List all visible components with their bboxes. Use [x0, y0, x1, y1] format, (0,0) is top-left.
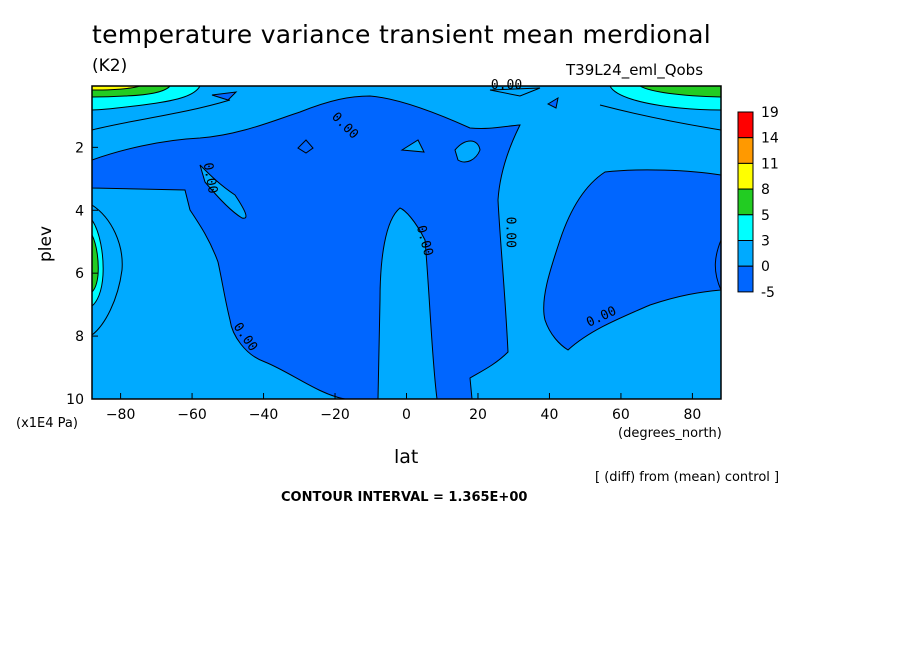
x-tick-label: −40 [249, 407, 279, 423]
fill-neg-island3 [211, 91, 238, 101]
x-axis-units: (degrees_north) [618, 426, 722, 441]
colorbar-swatch [737, 188, 754, 216]
colorbar-label: 19 [761, 105, 779, 121]
x-tick-label: −80 [106, 407, 136, 423]
fill-neg-island2 [546, 96, 559, 109]
x-tick-label: −20 [320, 407, 350, 423]
diff-note: [ (diff) from (mean) control ] [595, 470, 780, 485]
contour-label: 0.00 [200, 161, 220, 194]
chart-title: temperature variance transient mean merd… [92, 20, 711, 49]
x-tick-label: −60 [177, 407, 207, 423]
colorbar-swatch [737, 137, 754, 164]
contour-label: 0.00 [503, 217, 518, 248]
colorbar-swatch [737, 240, 754, 267]
colorbar-label: 11 [761, 156, 779, 172]
colorbar-label: 3 [761, 234, 770, 250]
run-label: T39L24_eml_Qobs [566, 61, 704, 79]
fill-neg-right [543, 169, 721, 351]
contour-interval: CONTOUR INTERVAL = 1.365E+00 [281, 490, 528, 505]
x-tick-label: 40 [541, 407, 559, 423]
colorbar-label: 8 [761, 182, 770, 198]
colorbar-swatch [737, 162, 754, 190]
y-tick-label: 2 [75, 140, 84, 156]
colorbar-label: 0 [761, 259, 770, 275]
y-tick-label: 6 [75, 266, 84, 282]
colorbar-swatch [737, 265, 754, 293]
fill-pocket-left [199, 164, 247, 219]
fill-pocket-c [489, 87, 541, 97]
fill-neg-main [92, 95, 521, 399]
y-tick-label: 10 [66, 392, 84, 408]
colorbar-label: 14 [761, 131, 779, 147]
fill-pos-left-inner [92, 234, 99, 293]
x-tick-label: 0 [402, 407, 411, 423]
colorbar-swatch [737, 111, 754, 139]
x-tick-label: 60 [612, 407, 630, 423]
colorbar-label: -5 [761, 285, 775, 301]
y-axis-units: (x1E4 Pa) [16, 416, 78, 431]
fill-pocket-b [454, 140, 481, 163]
contour-label: 0.00 [491, 78, 522, 93]
x-tick-label: 20 [469, 407, 487, 423]
y-tick-label: 8 [75, 329, 84, 345]
colorbar-label: 5 [761, 208, 770, 224]
chart-units: (K2) [92, 56, 128, 76]
y-tick-label: 4 [75, 203, 84, 219]
x-tick-label: 80 [683, 407, 701, 423]
x-axis-label: lat [394, 446, 419, 468]
colorbar-swatch [737, 214, 754, 242]
fill-neg-island1 [297, 139, 314, 154]
fill-pocket-a [400, 139, 425, 153]
